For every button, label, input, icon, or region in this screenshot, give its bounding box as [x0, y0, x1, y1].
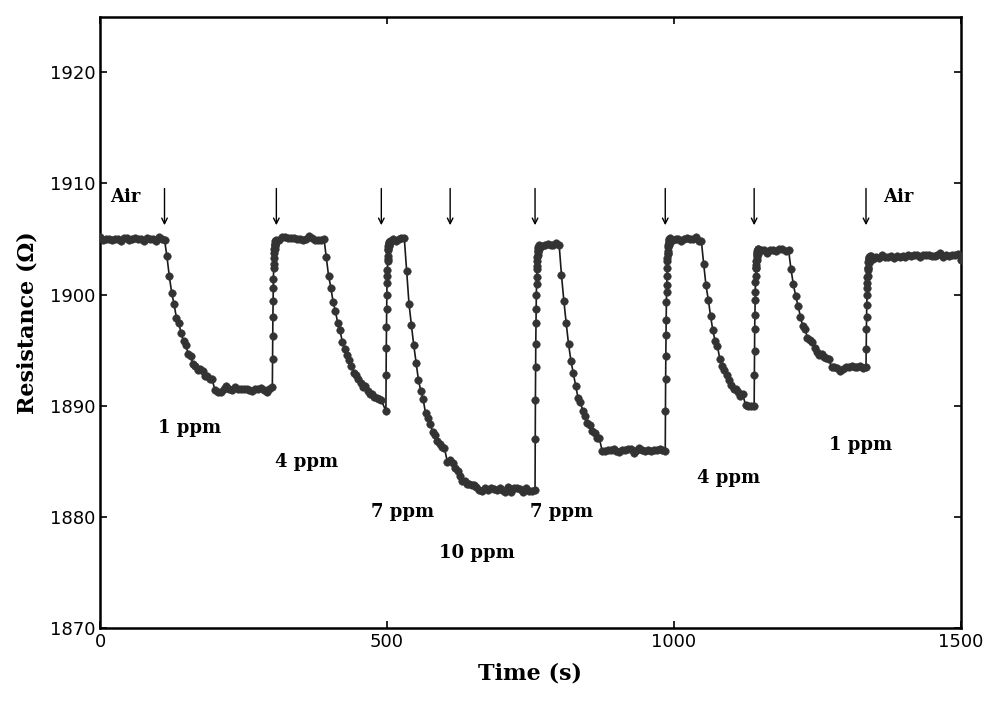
Text: 1 ppm: 1 ppm: [158, 419, 221, 437]
Y-axis label: Resistance (Ω): Resistance (Ω): [17, 231, 39, 414]
X-axis label: Time (s): Time (s): [478, 662, 582, 684]
Text: 10 ppm: 10 ppm: [439, 544, 514, 562]
Text: 4 ppm: 4 ppm: [275, 453, 338, 470]
Text: Air: Air: [111, 188, 141, 206]
Text: 7 ppm: 7 ppm: [371, 503, 434, 521]
Text: 7 ppm: 7 ppm: [530, 503, 594, 521]
Text: 4 ppm: 4 ppm: [697, 469, 760, 487]
Text: 1 ppm: 1 ppm: [829, 436, 892, 454]
Text: Air: Air: [883, 188, 914, 206]
